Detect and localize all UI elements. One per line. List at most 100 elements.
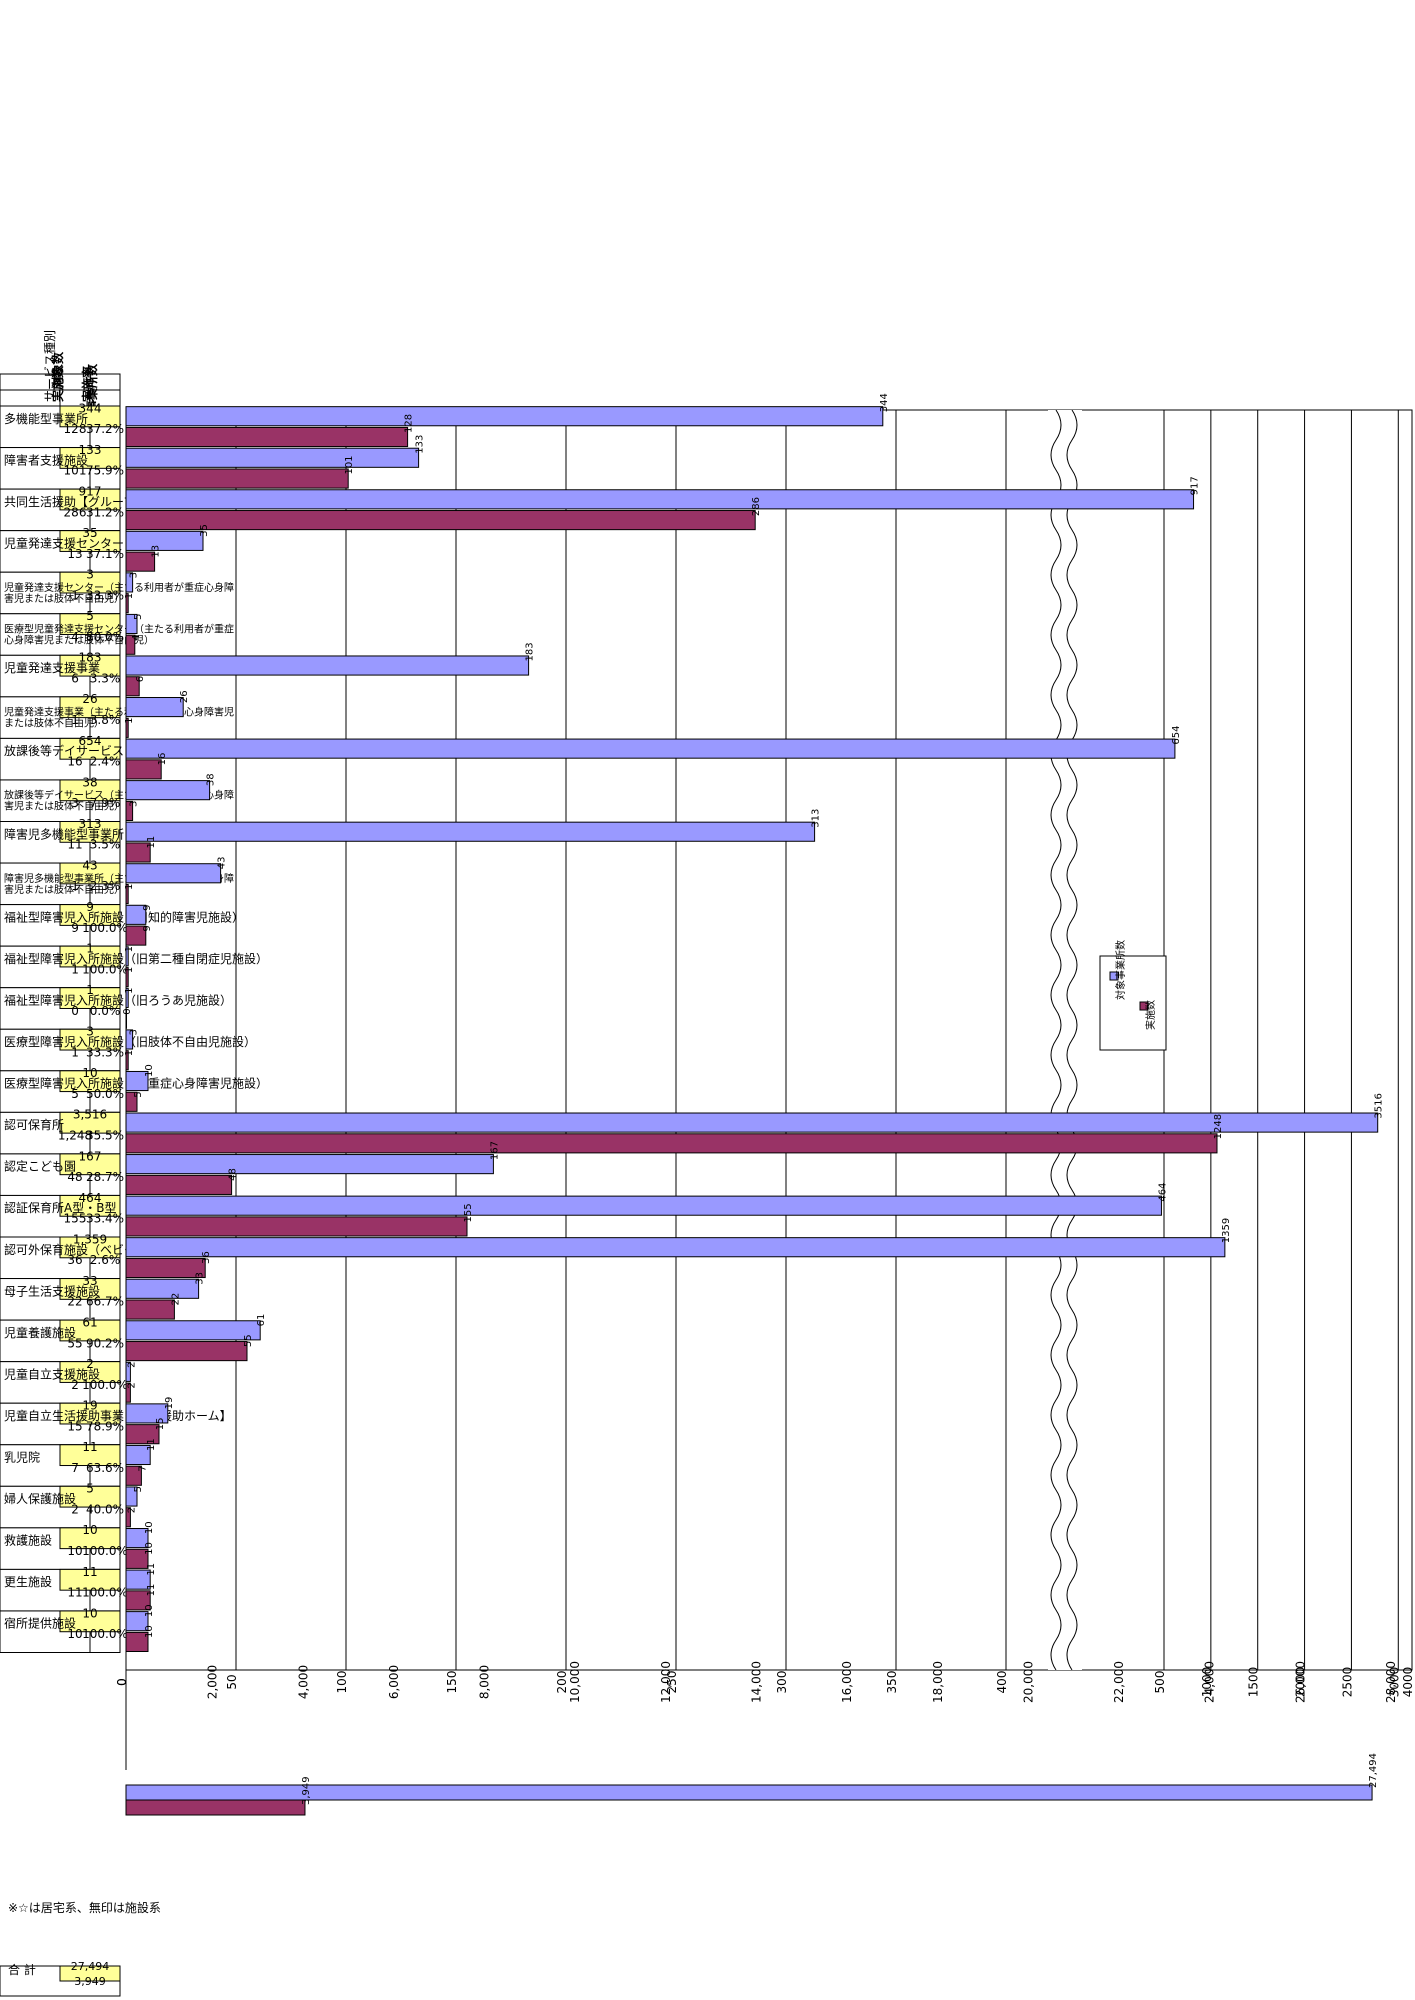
- bar-group: 35 13: [125, 524, 210, 572]
- total-tick-label: 8,000: [478, 1665, 492, 1699]
- bar-target-label: 2: [126, 1361, 137, 1367]
- bar-done-label: 55: [243, 1334, 254, 1347]
- bar-target-label: 3: [129, 1029, 140, 1035]
- bar-done-label: 13: [151, 545, 162, 558]
- row-done: 1: [71, 1045, 79, 1059]
- total-target-cell: 27,494: [71, 1960, 110, 1973]
- row-target: 5: [86, 1482, 94, 1496]
- bar-done: [125, 1091, 138, 1112]
- row-name: 福祉型障害児入所施設（旧第二種自閉症児施設）: [4, 951, 268, 966]
- bar-group: 11: [124, 946, 135, 988]
- bar-group: 3516 1248: [125, 1093, 1385, 1154]
- row-rate: 100.0%: [82, 1586, 128, 1600]
- y-tick-label: 350: [885, 1671, 899, 1694]
- row-target: 183: [79, 651, 102, 665]
- row-target: 10: [82, 1066, 97, 1080]
- bar-target-label: 1359: [1221, 1218, 1232, 1243]
- total-done-cell: 3,949: [74, 1975, 106, 1988]
- row-target: 33: [82, 1274, 97, 1288]
- bar-done: [125, 551, 156, 572]
- bar-target: [125, 1154, 494, 1175]
- row-done: 10: [67, 1544, 82, 1558]
- bar-group: 133 101: [125, 435, 426, 489]
- row-target: 61: [82, 1315, 97, 1329]
- bar-done-label: 48: [228, 1168, 239, 1181]
- row-target: 1: [86, 983, 94, 997]
- bar-target-label: 3516: [1374, 1093, 1385, 1118]
- row-rate: 37.2%: [86, 422, 124, 436]
- bar-done-label: 15: [155, 1417, 166, 1430]
- y-tick-label: 1500: [1247, 1667, 1261, 1698]
- bar-group: 11 7: [125, 1438, 157, 1486]
- row-done: 9: [71, 921, 79, 935]
- total-tick-label: 22,000: [1112, 1661, 1126, 1703]
- bar-target: [125, 904, 147, 925]
- bar-done-label: 101: [344, 455, 355, 474]
- bar-target: [125, 863, 222, 884]
- bar-done-label: 1248: [1213, 1114, 1224, 1139]
- bar-done: [125, 634, 136, 655]
- bar-target: [125, 489, 1195, 510]
- row-rate: 100.0%: [82, 1544, 128, 1558]
- row-target: 10: [82, 1606, 97, 1620]
- row-rate: 90.2%: [86, 1336, 124, 1350]
- bar-done: [125, 800, 134, 821]
- bar-done: [125, 1008, 127, 1029]
- row-rate: 33.4%: [86, 1212, 124, 1226]
- row-rate: 33.3%: [86, 1045, 124, 1059]
- bar-done-label: 1: [124, 717, 135, 723]
- row-name: 児童発達支援センター: [4, 535, 124, 550]
- bar-done-label: 10: [144, 1542, 155, 1555]
- bar-done: [125, 510, 756, 531]
- bar-group: 38 3: [125, 773, 217, 821]
- row-rate: 40.0%: [86, 1502, 124, 1516]
- total-tick-label: 18,000: [931, 1661, 945, 1703]
- bar-target: [125, 946, 129, 967]
- bar-done-label: 128: [404, 414, 415, 433]
- total-tick-label: 0: [115, 1678, 129, 1686]
- footnote: ※☆は居宅系、無印は施設系: [8, 1900, 161, 1915]
- bar-done: [125, 1548, 149, 1569]
- row-name: 放課後等デイサービス: [4, 743, 124, 758]
- row-done: 3: [71, 796, 79, 810]
- row-target: 43: [82, 858, 97, 872]
- row-name: 母子生活支援施設: [4, 1283, 100, 1298]
- bar-done-label: 3: [129, 801, 140, 807]
- table-row: 児童発達支援事業（主たる利用者が重症心身障害児または肢体不自由児）261 3.8%: [0, 692, 234, 739]
- total-tick-label: 2,000: [206, 1665, 220, 1699]
- bar-target: [125, 406, 884, 427]
- total-bar-chart: 0 2,000 4,000 6,000 8,000 10,000 12,000 14,000 1…: [115, 1640, 1398, 1816]
- y-tick-label: 250: [665, 1671, 679, 1694]
- row-name: 認定こども園: [4, 1159, 76, 1174]
- plot-frame: [125, 409, 1413, 1671]
- row-done: 15: [67, 1419, 82, 1433]
- bar-done-label: 11: [146, 836, 157, 849]
- row-rate: 100.0%: [82, 1627, 128, 1641]
- row-name: 児童自立支援施設: [4, 1366, 100, 1381]
- bar-done: [125, 759, 162, 780]
- table-row: 福祉型障害児入所施設（旧第二種自閉症児施設）11 100.0%: [0, 942, 268, 989]
- row-rate: 2.3%: [90, 879, 121, 893]
- bar-done: [125, 593, 129, 614]
- y-tick-label: 500: [1153, 1671, 1167, 1694]
- row-target: 313: [79, 817, 102, 831]
- break-line: [1050, 409, 1062, 1671]
- bar-done-label: 0: [122, 1008, 133, 1014]
- row-rate: 78.9%: [86, 1419, 124, 1433]
- row-done: 5: [71, 1087, 79, 1101]
- row-rate: 28.7%: [86, 1170, 124, 1184]
- total-bar-target: [125, 1784, 1373, 1801]
- row-name: 多機能型事業所: [4, 411, 88, 426]
- bar-group: 43 1: [124, 857, 228, 905]
- bar-group: 917 286: [125, 476, 1201, 531]
